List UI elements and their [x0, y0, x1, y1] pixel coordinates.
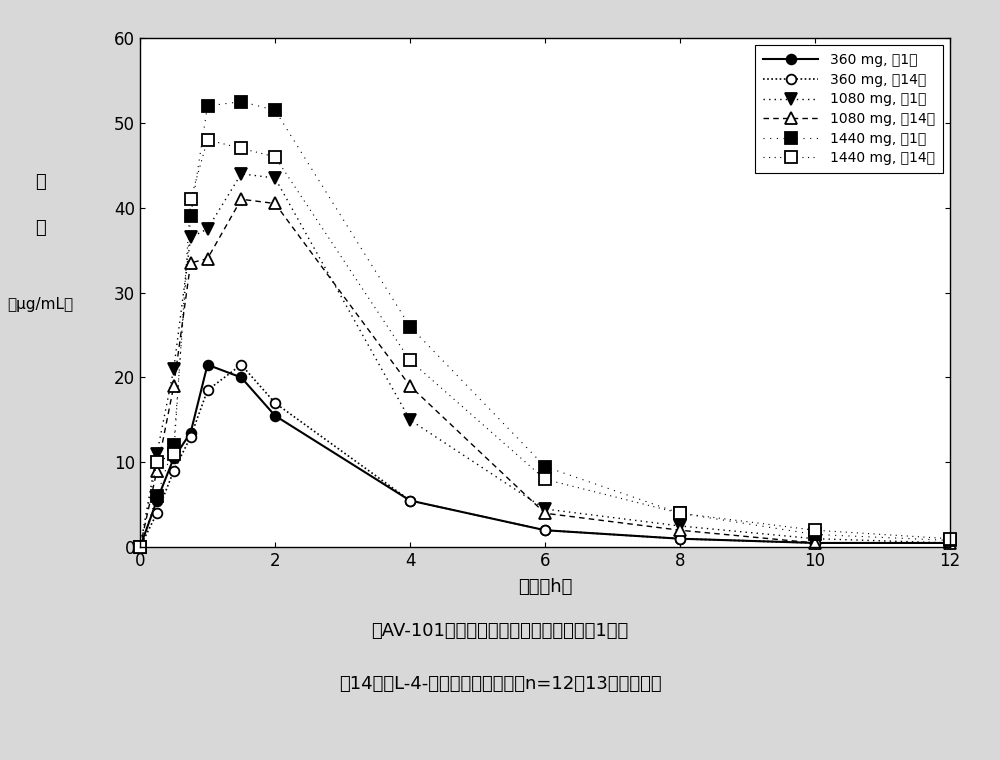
- 1440 mg, 第14天: [151, 458, 163, 467]
- 360 mg, 第1天: [185, 428, 197, 437]
- 360 mg, 第14天: [809, 538, 821, 547]
- Line: 360 mg, 第14天: 360 mg, 第14天: [135, 360, 955, 552]
- 1080 mg, 第14天: [134, 543, 146, 552]
- 360 mg, 第14天: [168, 466, 180, 476]
- 1440 mg, 第1天: [404, 322, 416, 331]
- 1440 mg, 第1天: [269, 106, 281, 115]
- 1440 mg, 第14天: [674, 508, 686, 518]
- 1080 mg, 第1天: [404, 415, 416, 424]
- Line: 1440 mg, 第1天: 1440 mg, 第1天: [134, 96, 956, 553]
- 360 mg, 第1天: [151, 496, 163, 505]
- 360 mg, 第1天: [809, 538, 821, 547]
- Text: （μg/mL）: （μg/mL）: [7, 296, 73, 312]
- X-axis label: 时间（h）: 时间（h）: [518, 578, 572, 597]
- 1080 mg, 第1天: [269, 173, 281, 182]
- 360 mg, 第1天: [202, 360, 214, 369]
- 360 mg, 第14天: [404, 496, 416, 505]
- 1440 mg, 第14天: [168, 449, 180, 458]
- 1440 mg, 第1天: [944, 536, 956, 545]
- Line: 1440 mg, 第14天: 1440 mg, 第14天: [134, 134, 956, 553]
- 1080 mg, 第1天: [674, 521, 686, 530]
- Legend: 360 mg, 第1天, 360 mg, 第14天, 1080 mg, 第1天, 1080 mg, 第14天, 1440 mg, 第1天, 1440 mg, 第: 360 mg, 第1天, 360 mg, 第14天, 1080 mg, 第1天,…: [755, 45, 943, 173]
- 1440 mg, 第14天: [134, 543, 146, 552]
- 1080 mg, 第14天: [809, 538, 821, 547]
- 1440 mg, 第14天: [185, 195, 197, 204]
- 1440 mg, 第1天: [539, 462, 551, 471]
- 1080 mg, 第1天: [185, 233, 197, 242]
- Line: 360 mg, 第1天: 360 mg, 第1天: [135, 360, 955, 552]
- 1080 mg, 第14天: [944, 538, 956, 547]
- 360 mg, 第14天: [134, 543, 146, 552]
- 360 mg, 第14天: [235, 360, 247, 369]
- Text: 第14天的L-4-氯犬尿氨酸的平均（n=12或13）血药浓度: 第14天的L-4-氯犬尿氨酸的平均（n=12或13）血药浓度: [339, 675, 661, 693]
- 1440 mg, 第1天: [235, 97, 247, 106]
- 360 mg, 第1天: [269, 411, 281, 420]
- Text: 浓: 浓: [35, 173, 45, 192]
- Line: 1080 mg, 第14天: 1080 mg, 第14天: [134, 194, 956, 553]
- 360 mg, 第14天: [269, 398, 281, 407]
- 1080 mg, 第1天: [168, 365, 180, 374]
- 1080 mg, 第14天: [269, 199, 281, 208]
- 1440 mg, 第14天: [944, 534, 956, 543]
- 1080 mg, 第14天: [151, 466, 163, 476]
- 1440 mg, 第1天: [151, 492, 163, 501]
- 1080 mg, 第14天: [185, 258, 197, 268]
- 360 mg, 第14天: [151, 508, 163, 518]
- 1440 mg, 第14天: [539, 475, 551, 484]
- 1080 mg, 第1天: [944, 538, 956, 547]
- 1440 mg, 第14天: [809, 526, 821, 535]
- 360 mg, 第1天: [674, 534, 686, 543]
- 360 mg, 第14天: [185, 432, 197, 442]
- 360 mg, 第1天: [944, 538, 956, 547]
- 1080 mg, 第14天: [539, 508, 551, 518]
- 1440 mg, 第14天: [235, 144, 247, 153]
- 1080 mg, 第14天: [202, 254, 214, 263]
- 360 mg, 第1天: [539, 526, 551, 535]
- Text: 度: 度: [35, 219, 45, 237]
- 1440 mg, 第1天: [202, 101, 214, 110]
- 1080 mg, 第14天: [674, 526, 686, 535]
- 1440 mg, 第1天: [809, 530, 821, 539]
- 360 mg, 第14天: [944, 538, 956, 547]
- 1080 mg, 第14天: [235, 195, 247, 204]
- 1080 mg, 第1天: [539, 505, 551, 514]
- 1080 mg, 第1天: [134, 543, 146, 552]
- 360 mg, 第1天: [134, 543, 146, 552]
- 1080 mg, 第1天: [151, 449, 163, 458]
- 360 mg, 第1天: [404, 496, 416, 505]
- 1440 mg, 第1天: [134, 543, 146, 552]
- 360 mg, 第14天: [202, 385, 214, 394]
- Line: 1080 mg, 第1天: 1080 mg, 第1天: [134, 168, 956, 553]
- 1080 mg, 第1天: [202, 224, 214, 233]
- 360 mg, 第1天: [168, 454, 180, 463]
- 1440 mg, 第1天: [674, 508, 686, 518]
- 360 mg, 第1天: [235, 373, 247, 382]
- 1080 mg, 第14天: [404, 382, 416, 391]
- Text: 在AV-101的每天一剂量的口服给药之后第1天和: 在AV-101的每天一剂量的口服给药之后第1天和: [371, 622, 629, 640]
- 1440 mg, 第14天: [404, 356, 416, 365]
- 1440 mg, 第1天: [185, 212, 197, 221]
- 1080 mg, 第1天: [235, 169, 247, 179]
- 1440 mg, 第1天: [168, 441, 180, 450]
- 1440 mg, 第14天: [202, 135, 214, 144]
- 360 mg, 第14天: [539, 526, 551, 535]
- 360 mg, 第14天: [674, 534, 686, 543]
- 1080 mg, 第14天: [168, 382, 180, 391]
- 1080 mg, 第1天: [809, 534, 821, 543]
- 1440 mg, 第14天: [269, 152, 281, 161]
